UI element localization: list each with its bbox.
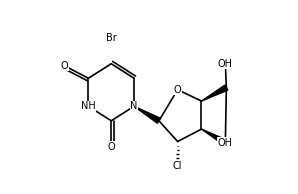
Polygon shape <box>201 129 227 145</box>
Text: NH: NH <box>81 101 96 111</box>
Polygon shape <box>201 85 228 101</box>
Text: Br: Br <box>106 33 117 43</box>
Text: OH: OH <box>218 59 233 69</box>
Text: N: N <box>130 101 138 111</box>
Text: OH: OH <box>218 138 233 148</box>
Text: O: O <box>107 142 115 152</box>
Text: O: O <box>174 85 181 95</box>
Text: O: O <box>61 61 68 71</box>
Polygon shape <box>134 106 160 123</box>
Text: Cl: Cl <box>173 161 182 171</box>
